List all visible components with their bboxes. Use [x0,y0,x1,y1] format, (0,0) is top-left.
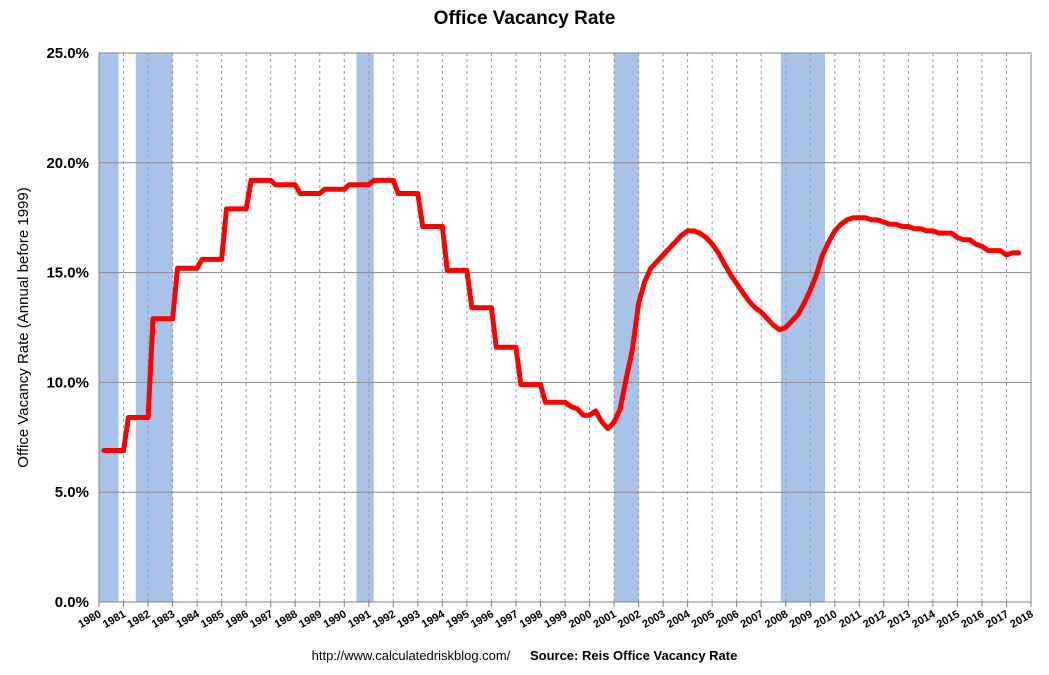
recession-band-0 [99,53,119,602]
x-tick-label-1982: 1982 [125,608,152,631]
x-tick-label-2012: 2012 [861,608,888,631]
x-tick-label-2004: 2004 [665,608,693,631]
x-tick-label-1984: 1984 [174,608,202,631]
x-tick-label-1980: 1980 [76,608,103,631]
x-tick-label-2001: 2001 [591,608,618,631]
x-tick-label-1994: 1994 [420,608,448,631]
x-tick-label-1987: 1987 [248,608,275,631]
plot-border [98,52,1032,603]
x-tick-label-2002: 2002 [616,608,643,631]
x-tick-label-1997: 1997 [493,608,520,631]
x-tick-label-2010: 2010 [812,608,839,631]
x-tick-label-1995: 1995 [444,608,471,631]
x-tick-label-2011: 2011 [837,608,864,630]
y-tick-label-4: 20.0% [46,155,89,172]
footer-url[interactable]: http://www.calculatedriskblog.com/ [311,648,511,663]
y-tick-label-5: 25.0% [46,45,89,62]
x-tick-label-1993: 1993 [395,608,422,631]
chart-title: Office Vacancy Rate [433,8,616,29]
x-tick-label-2006: 2006 [714,608,741,631]
x-tick-label-2008: 2008 [763,608,790,631]
x-tick-label-2009: 2009 [788,608,815,631]
x-tick-label-2017: 2017 [984,608,1011,631]
x-tick-label-1992: 1992 [371,608,398,631]
x-tick-label-1990: 1990 [322,608,349,631]
x-tick-label-2015: 2015 [935,608,962,631]
y-tick-label-3: 15.0% [46,265,89,282]
x-tick-label-2013: 2013 [886,608,913,631]
y-axis-label: Office Vacancy Rate (Annual before 1999) [15,187,32,467]
footer-source: Source: Reis Office Vacancy Rate [529,648,738,663]
series-line-0 [101,177,1022,453]
y-tick-label-1: 5.0% [55,484,89,501]
x-tick-label-1986: 1986 [223,608,250,631]
x-tick-label-2000: 2000 [567,608,594,631]
recession-band-2 [356,53,374,602]
x-tick-label-1985: 1985 [199,608,226,631]
x-tick-label-2003: 2003 [640,608,667,631]
x-tick-label-2016: 2016 [959,608,986,631]
x-tick-label-2007: 2007 [739,608,766,631]
x-tick-label-1999: 1999 [542,608,569,631]
y-tick-label-0: 0.0% [55,594,89,611]
x-tick-label-2018: 2018 [1008,608,1035,631]
x-tick-label-1981: 1981 [101,608,128,631]
x-tick-label-2014: 2014 [910,608,938,631]
x-tick-label-1991: 1991 [346,608,373,631]
footer: http://www.calculatedriskblog.com/ Sourc… [0,648,1049,663]
x-tick-label-1988: 1988 [273,608,300,631]
x-tick-label-2005: 2005 [689,608,716,631]
y-tick-label-2: 10.0% [46,374,89,391]
x-tick-label-1996: 1996 [469,608,496,631]
x-tick-label-1998: 1998 [518,608,545,631]
x-tick-label-1983: 1983 [150,608,177,631]
x-tick-label-1989: 1989 [297,608,324,631]
